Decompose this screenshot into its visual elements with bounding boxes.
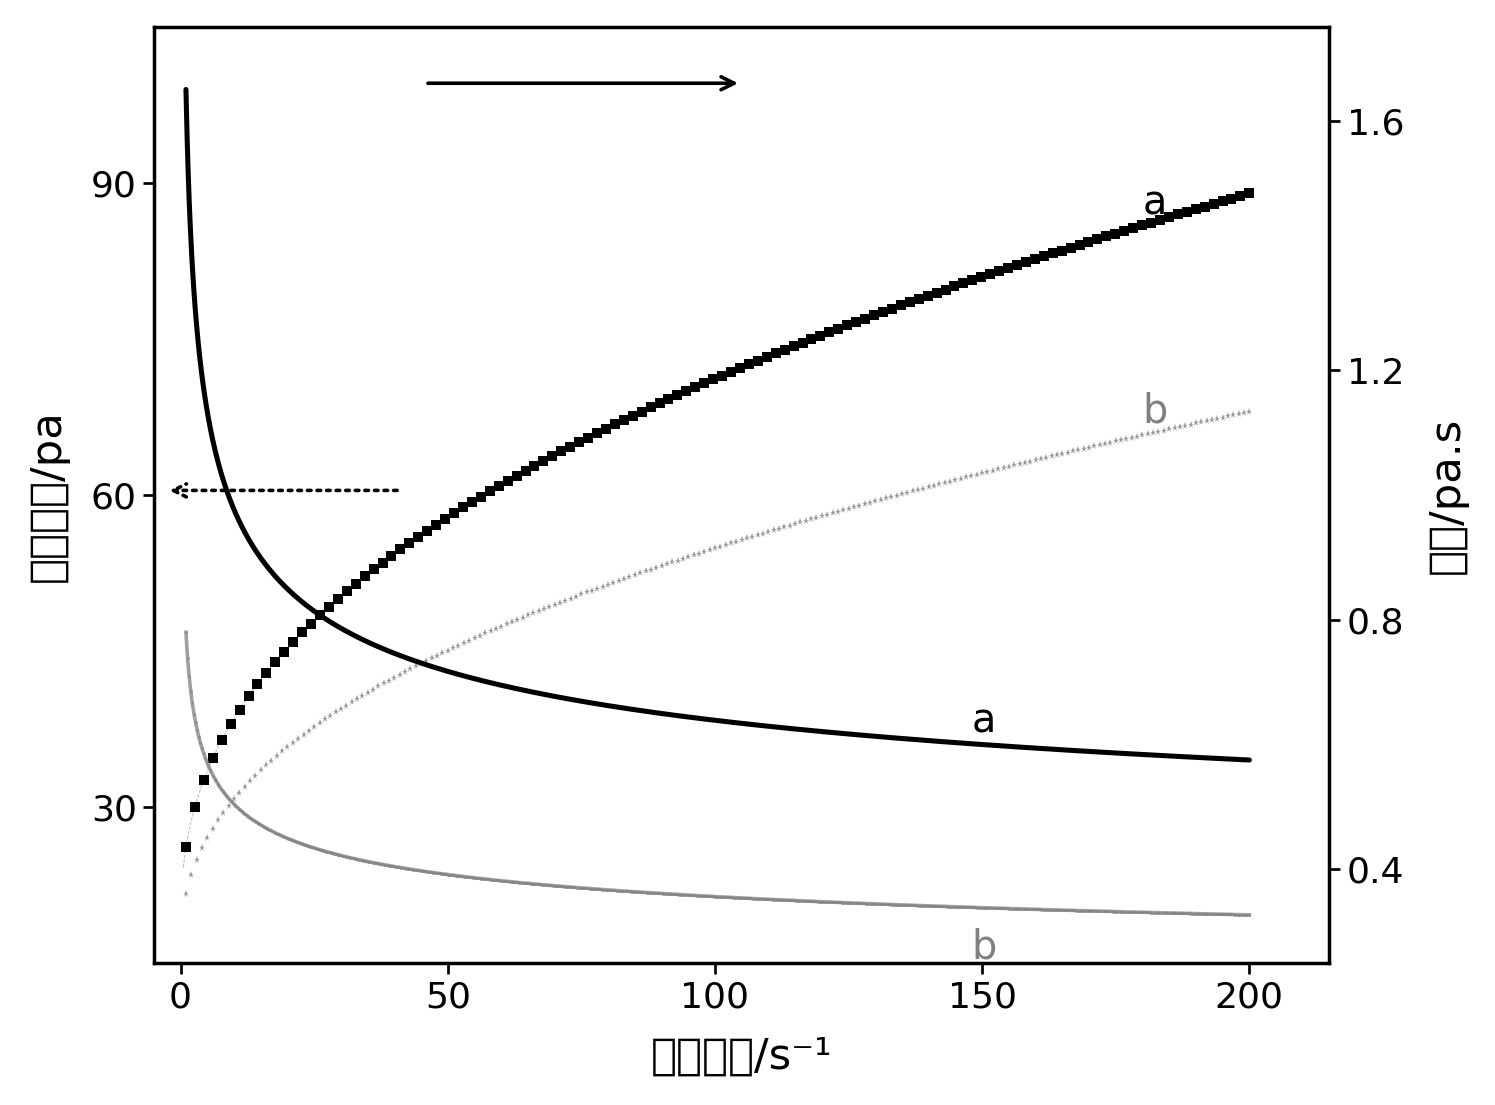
Y-axis label: 剪切压力/pa: 剪切压力/pa bbox=[27, 409, 69, 581]
Text: b: b bbox=[1142, 391, 1168, 431]
Y-axis label: 粘度/pa.s: 粘度/pa.s bbox=[1426, 417, 1468, 573]
X-axis label: 剪切速度/s⁻¹: 剪切速度/s⁻¹ bbox=[650, 1035, 833, 1077]
Text: a: a bbox=[1142, 183, 1166, 223]
Text: a: a bbox=[972, 702, 996, 741]
Text: b: b bbox=[972, 928, 997, 968]
